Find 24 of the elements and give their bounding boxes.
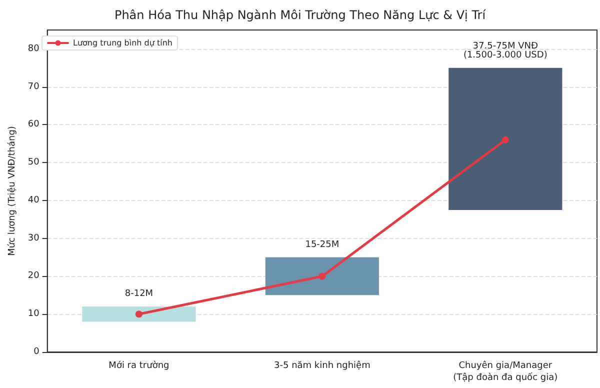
y-tick-label: 80 [28, 44, 40, 54]
bar [82, 306, 196, 322]
y-axis-title: Mức lương (Triệu VNĐ/tháng) [6, 126, 18, 256]
data-label: 8-12M [124, 289, 154, 300]
y-tick-label: 40 [28, 195, 40, 206]
chart-title: Phân Hóa Thu Nhập Ngành Môi Trường Theo Năng Lực & Vị Trí [114, 8, 486, 22]
x-tick-label: Mới ra trường [108, 360, 170, 371]
point [318, 272, 326, 280]
data-label: 15-25M [305, 240, 340, 250]
bar [265, 257, 379, 296]
data-label: 37.5-75M VNĐ (1.500-3.000 USD) [463, 41, 548, 60]
x-tick-label: Chuyên gia/Manager (Tập đoàn đa quốc gia) [453, 360, 558, 383]
y-tick-label: 30 [28, 233, 40, 244]
point [502, 136, 509, 144]
point [135, 310, 142, 318]
y-tick-label: 50 [28, 158, 40, 168]
y-tick-label: 60 [28, 120, 40, 130]
y-tick-label: 70 [28, 82, 40, 92]
legend-label: Lương trung bình dự tính [73, 38, 172, 48]
y-tick-label: 10 [28, 309, 40, 320]
x-tick-label: 3-5 năm kinh nghiệm [274, 360, 370, 371]
y-tick-label: 20 [28, 271, 40, 282]
y-tick-label: 0 [34, 347, 40, 357]
bar [448, 68, 562, 210]
